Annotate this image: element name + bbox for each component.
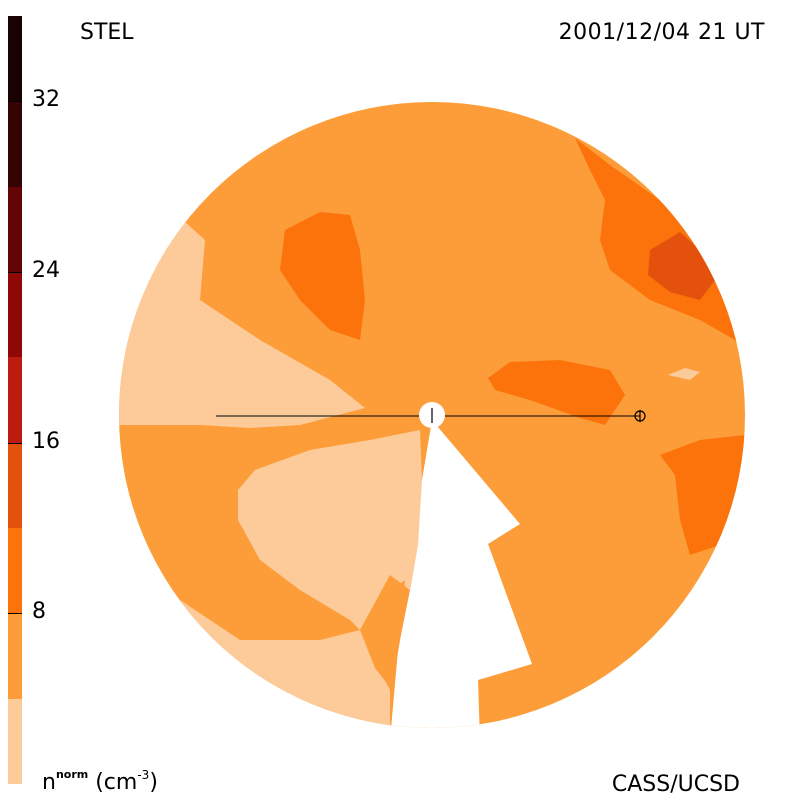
unit-label: nnorm (cm-3) — [42, 768, 158, 797]
colorbar-level-8 — [8, 16, 22, 102]
unit-superscript: norm — [55, 768, 89, 781]
instrument-label: STEL — [80, 20, 134, 45]
colorbar-tick-label: 8 — [32, 599, 46, 625]
colorbar-level-0 — [8, 698, 22, 784]
colorbar-tick — [8, 442, 22, 444]
pale-speck — [668, 368, 700, 380]
pale-region-lower-left — [238, 430, 425, 630]
unit-exponent: -3 — [137, 768, 150, 782]
colorbar-tick — [8, 101, 22, 103]
colorbar-level-1 — [8, 613, 22, 699]
colorbar-level-5 — [8, 272, 22, 358]
mid-region-center — [488, 360, 625, 425]
colorbar — [8, 16, 22, 784]
colorbar-level-6 — [8, 186, 22, 272]
mid-region-right — [660, 435, 745, 555]
mid-region-lower-left — [360, 580, 405, 690]
colorbar-tick — [8, 272, 22, 273]
credit-label: CASS/UCSD — [611, 772, 740, 797]
timestamp-label: 2001/12/04 21 UT — [558, 20, 765, 45]
unit-close: ) — [149, 770, 158, 795]
pale-region-left — [119, 200, 365, 428]
observation-gap — [390, 420, 532, 728]
unit-open: (cm — [88, 770, 138, 795]
colorbar-tick-label: 16 — [32, 428, 60, 454]
colorbar-level-7 — [8, 101, 22, 187]
colorbar-tick-label: 24 — [32, 258, 60, 283]
colorbar-level-4 — [8, 357, 22, 443]
colorbar-level-2 — [8, 528, 22, 614]
colorbar-level-3 — [8, 442, 22, 528]
mid-region-upper-left — [280, 212, 365, 340]
colorbar-tick-label: 32 — [32, 87, 60, 113]
colorbar-tick — [8, 613, 22, 615]
unit-symbol: n — [42, 770, 56, 795]
